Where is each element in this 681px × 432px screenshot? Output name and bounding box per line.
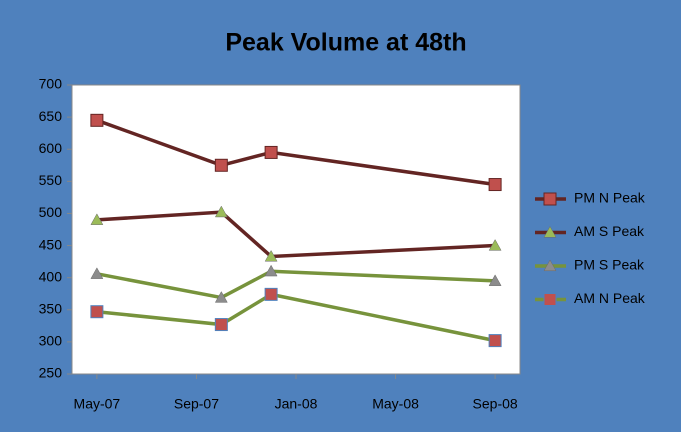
data-point	[90, 113, 104, 127]
series-line	[96, 292, 496, 343]
legend-label: PM N Peak	[574, 190, 646, 206]
data-point	[488, 274, 502, 286]
data-point	[214, 291, 228, 303]
x-tick-label: Sep-07	[174, 396, 219, 412]
data-point	[264, 145, 278, 159]
series-line	[96, 269, 496, 300]
y-tick-label: 600	[39, 140, 63, 156]
y-tick-label: 650	[39, 108, 63, 124]
legend-marker	[543, 293, 557, 306]
series-line	[96, 118, 496, 187]
data-point	[264, 249, 278, 262]
x-tick-label: May-08	[372, 396, 419, 412]
y-tick-label: 250	[39, 365, 63, 381]
legend-label: AM N Peak	[574, 290, 646, 306]
legend-label: AM S Peak	[574, 223, 645, 239]
y-tick-label: 300	[39, 333, 63, 349]
legend-marker	[543, 192, 557, 206]
data-point	[90, 213, 104, 225]
data-point	[214, 205, 228, 218]
y-tick-label: 500	[39, 204, 63, 220]
x-tick-label: May-07	[74, 396, 121, 412]
y-tick-label: 700	[39, 76, 63, 92]
data-point	[214, 318, 228, 332]
legend-marker	[543, 225, 557, 238]
data-point	[488, 178, 502, 192]
y-tick-label: 350	[39, 300, 63, 316]
data-point	[214, 158, 228, 172]
data-point	[90, 305, 104, 319]
chart-title: Peak Volume at 48th	[225, 29, 466, 57]
data-point	[488, 334, 502, 348]
plot-area	[71, 84, 521, 375]
data-point	[264, 287, 278, 301]
legend-label: PM S Peak	[574, 257, 645, 273]
data-point	[264, 264, 278, 277]
x-tick-label: Jan-08	[275, 396, 318, 412]
x-tick-label: Sep-08	[473, 396, 518, 412]
series-line	[96, 210, 496, 259]
y-tick-label: 450	[39, 236, 63, 252]
y-tick-label: 400	[39, 268, 63, 284]
data-point	[90, 267, 104, 279]
legend-marker	[543, 259, 557, 272]
y-tick-label: 550	[39, 172, 63, 188]
data-point	[488, 239, 502, 251]
